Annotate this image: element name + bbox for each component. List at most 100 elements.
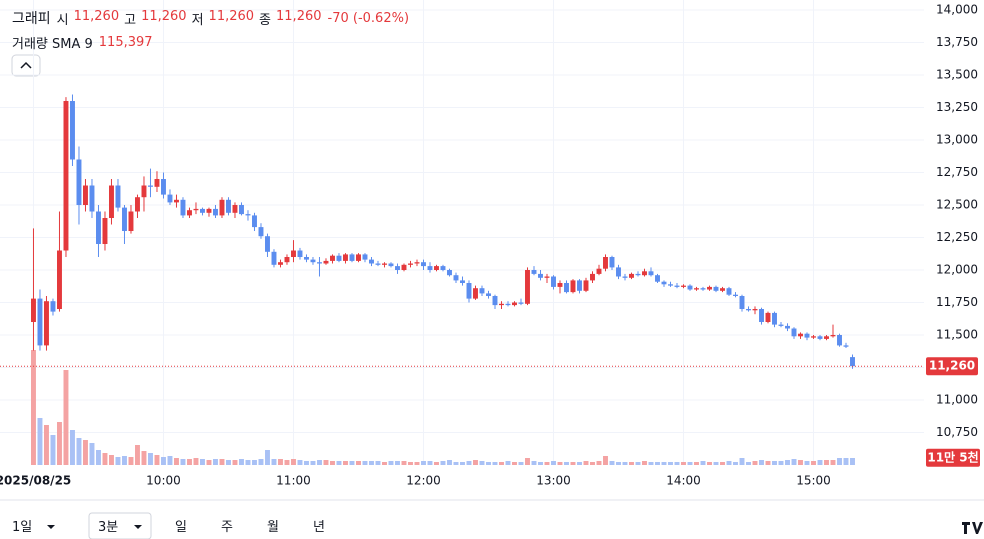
volume-bar [167, 456, 173, 465]
volume-bar [642, 461, 647, 465]
volume-bar [388, 461, 394, 465]
y-tick-label: 11,750 [936, 295, 978, 309]
volume-bar [473, 460, 478, 465]
volume-bar [180, 459, 186, 465]
volume-bar [83, 440, 88, 465]
collapse-icon [20, 61, 32, 69]
interval-arrow[interactable] [47, 525, 55, 529]
ohlc-label: 고 [124, 12, 137, 28]
candle-body [850, 357, 855, 367]
candle-body [570, 280, 576, 293]
volume-bar [401, 461, 407, 465]
volume-bar [310, 461, 316, 465]
candle-body [590, 273, 595, 281]
volume-bar [765, 461, 771, 465]
volume-bar [668, 462, 673, 465]
volume-bar [746, 462, 751, 465]
candle-body [278, 262, 283, 265]
volume-bar [785, 460, 790, 465]
volume-bar [531, 461, 537, 465]
candle-body [531, 270, 537, 274]
volume-bar [128, 457, 134, 465]
y-tick-label: 12,750 [936, 165, 978, 179]
candle-body [408, 263, 413, 265]
candle-body [609, 257, 615, 268]
volume-bar [408, 462, 413, 465]
volume-bar [109, 455, 114, 465]
candle-body [694, 288, 699, 290]
candle-body [102, 218, 108, 245]
volume-bar [187, 459, 192, 465]
x-tick-label: 14:00 [666, 474, 701, 488]
volume-bar [174, 458, 179, 465]
candle-body [525, 270, 530, 304]
candle-body [538, 273, 543, 278]
volume-bar [362, 461, 368, 465]
candle-body [837, 335, 842, 346]
collapse-button[interactable] [11, 54, 41, 77]
volume-bar [466, 461, 472, 465]
candle-body [817, 336, 823, 339]
candle-body [564, 283, 569, 293]
volume-bar [31, 350, 36, 465]
plot: 2025/08/25 10:00 11:00 12:00 13:00 14:00 15:00… [0, 0, 924, 488]
candle-body [759, 309, 764, 323]
range-button[interactable]: 월 [267, 520, 279, 535]
candle-body [161, 179, 166, 195]
volume-bar [37, 418, 43, 465]
volume-bar [655, 462, 660, 465]
volume-bar [232, 460, 238, 465]
range-button[interactable]: 주 [221, 520, 233, 535]
volume-sma: 115,397 [98, 35, 153, 50]
candle-body [115, 185, 121, 208]
candle-body [668, 284, 673, 286]
volume-bar [492, 462, 498, 465]
candle-body [128, 211, 134, 232]
volume-bar [141, 451, 147, 465]
volume-bar [193, 458, 199, 465]
volume-bar [564, 462, 569, 465]
volume-bar [414, 462, 420, 465]
candle-body [616, 267, 621, 277]
x-tick-label: 13:00 [536, 474, 571, 488]
volume-bar [421, 461, 426, 465]
candle-body [440, 266, 446, 271]
candle-body [206, 208, 212, 213]
candle-body [245, 214, 251, 216]
candle-body [596, 268, 602, 274]
candle-body [505, 303, 511, 306]
candle-body [726, 288, 732, 295]
timeframe-box[interactable] [88, 512, 152, 539]
volume-bar [590, 462, 595, 465]
candle-body [551, 276, 556, 287]
candle-body [388, 263, 394, 267]
range-button[interactable]: 일 [175, 520, 187, 535]
interval[interactable]: 1일 [12, 520, 33, 535]
volume-bar [551, 461, 556, 465]
volume-bar [70, 430, 75, 465]
candle-body [687, 285, 693, 290]
candle-body [219, 199, 225, 216]
candle-body [785, 325, 790, 329]
timeframe[interactable]: 3분 [98, 520, 119, 535]
candle-body [167, 194, 173, 203]
volume-bar [525, 458, 530, 465]
ohlc-items: 시 11,260 고 11,260 저 11,260 종 11,260 [57, 9, 322, 28]
candle-body [453, 275, 459, 281]
candle-body [265, 236, 270, 252]
candle-body [798, 333, 803, 337]
candle-body [661, 281, 667, 285]
volume-bar [733, 462, 738, 465]
volume-bar [258, 459, 264, 465]
volume-bar [343, 461, 348, 465]
volume-bar [499, 462, 504, 465]
candle-body [518, 302, 524, 304]
volume-bar [739, 458, 745, 465]
volume-bar [382, 462, 387, 465]
last-price-tag [926, 357, 978, 376]
y-tick-label: 13,750 [936, 35, 978, 49]
range-button[interactable]: 년 [313, 520, 325, 535]
candle-body [349, 254, 355, 261]
candle-body [310, 259, 316, 263]
volume-bar [518, 462, 524, 465]
